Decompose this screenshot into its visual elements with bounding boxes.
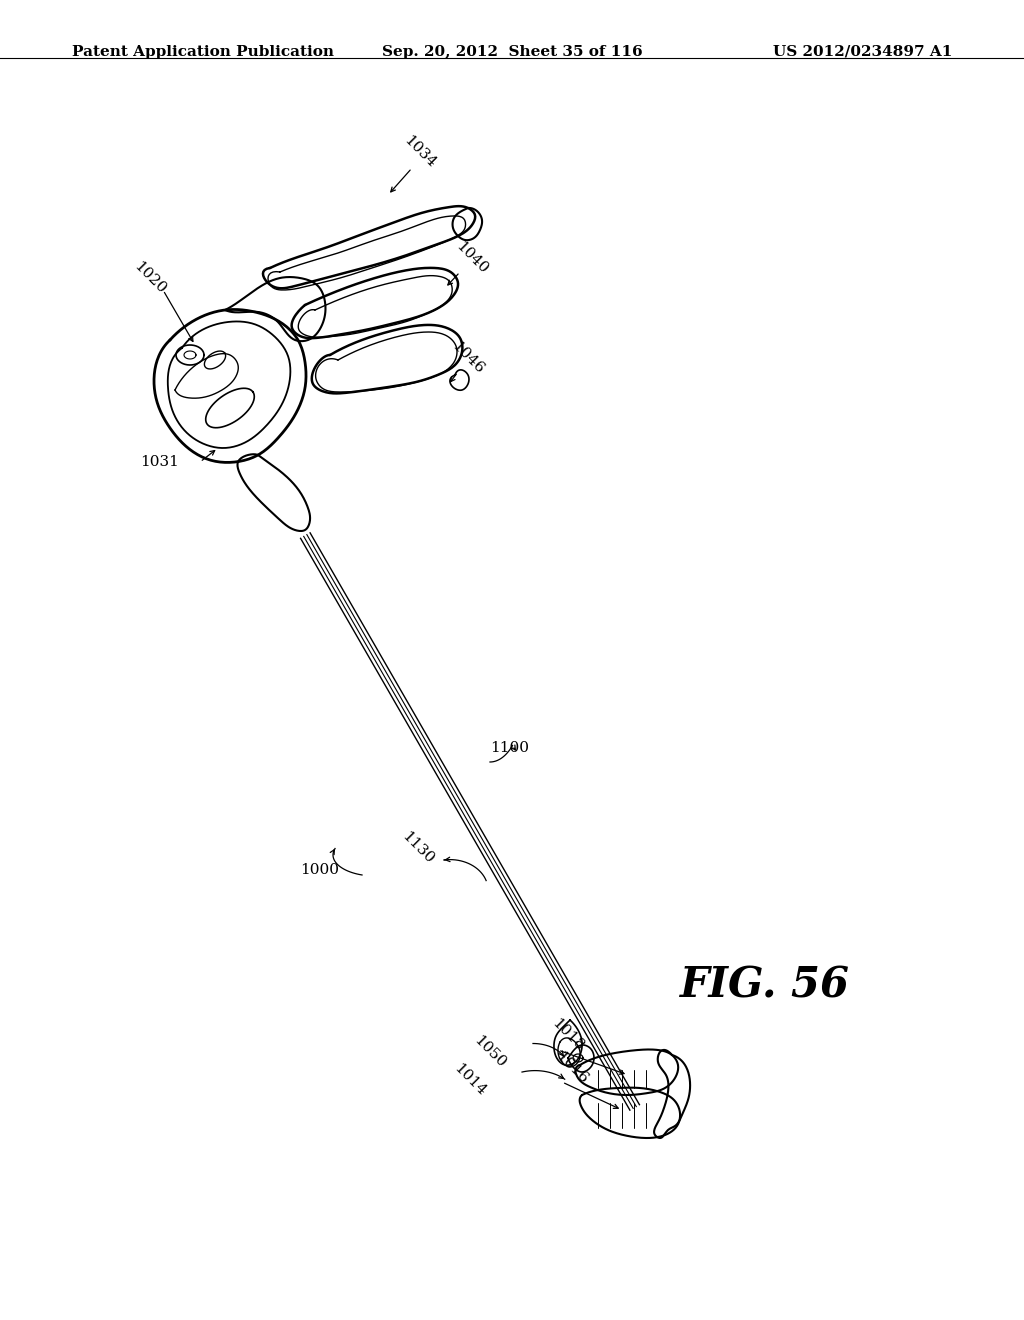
- Text: 1040: 1040: [454, 239, 490, 277]
- Text: 1018: 1018: [549, 1016, 587, 1053]
- Text: 1014: 1014: [452, 1061, 488, 1098]
- Text: FIG. 56: FIG. 56: [680, 964, 850, 1006]
- Text: 1034: 1034: [401, 133, 438, 170]
- Text: 1100: 1100: [490, 741, 529, 755]
- Text: US 2012/0234897 A1: US 2012/0234897 A1: [773, 45, 952, 59]
- Text: 1046: 1046: [450, 339, 486, 376]
- Text: Sep. 20, 2012  Sheet 35 of 116: Sep. 20, 2012 Sheet 35 of 116: [382, 45, 642, 59]
- Text: Patent Application Publication: Patent Application Publication: [72, 45, 334, 59]
- Text: 1000: 1000: [300, 863, 340, 876]
- Text: 1050: 1050: [471, 1034, 509, 1071]
- Text: 1130: 1130: [399, 829, 436, 867]
- Text: 1020: 1020: [131, 259, 169, 297]
- Text: 1016: 1016: [553, 1049, 591, 1086]
- Text: 1031: 1031: [140, 455, 179, 469]
